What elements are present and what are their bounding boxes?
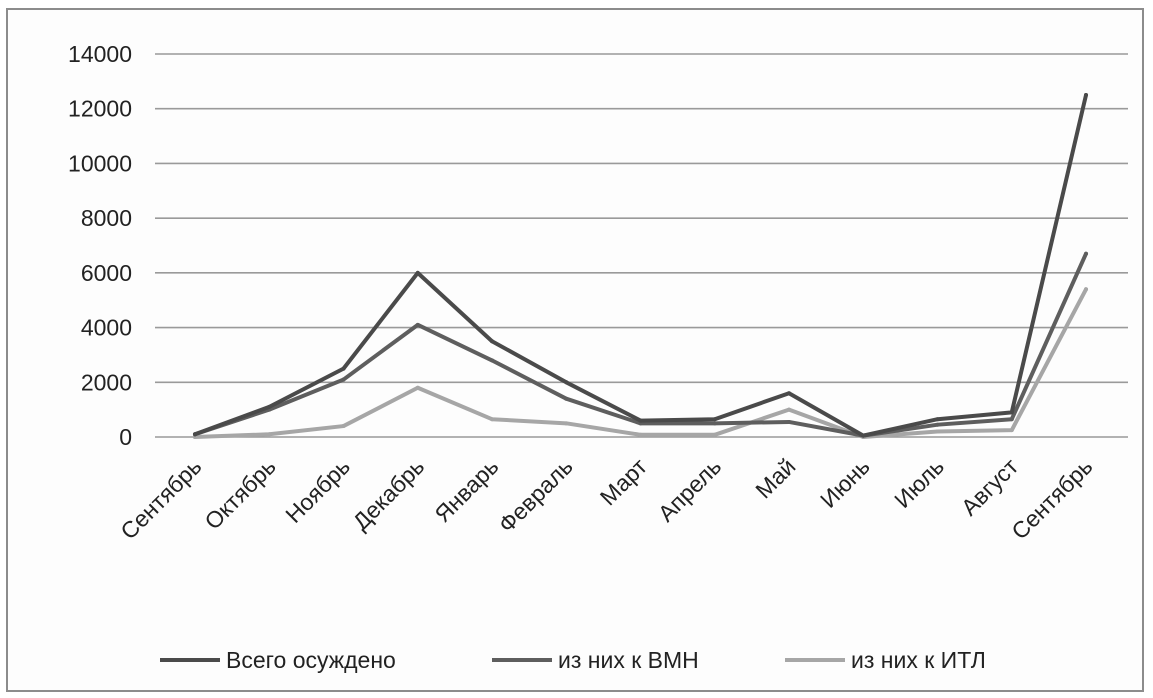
- data-point: [564, 396, 569, 401]
- series-line-1: [193, 251, 1088, 438]
- legend-label: из них к ВМН: [558, 647, 699, 673]
- y-axis-ticks: 0 2000 4000 6000 8000 10000 12000 14000: [68, 41, 132, 450]
- data-point: [1009, 410, 1014, 415]
- data-point: [1009, 417, 1014, 422]
- data-point: [415, 385, 420, 390]
- data-point: [638, 432, 643, 437]
- series-line-2: [193, 287, 1088, 439]
- data-point: [490, 417, 494, 422]
- y-tick-label: 10000: [68, 150, 132, 176]
- data-point: [1009, 428, 1014, 433]
- data-point: [415, 270, 420, 275]
- legend-label: из них к ИТЛ: [851, 647, 986, 673]
- y-tick-label: 8000: [81, 205, 132, 231]
- data-point: [1084, 251, 1088, 256]
- x-tick-label: Сентябрь: [115, 453, 206, 544]
- y-tick-label: 14000: [68, 41, 132, 67]
- data-point: [267, 432, 272, 437]
- data-point: [1084, 287, 1088, 292]
- data-point: [341, 366, 346, 371]
- data-point: [638, 418, 643, 423]
- y-tick-label: 0: [119, 424, 132, 450]
- data-point: [861, 433, 866, 438]
- legend: Всего осуждено из них к ВМН из них к ИТЛ: [160, 647, 986, 673]
- data-point: [490, 358, 494, 363]
- x-tick-label: Декабрь: [347, 453, 429, 535]
- x-tick-label: Сентябрь: [1006, 453, 1097, 544]
- data-point: [564, 421, 569, 426]
- x-tick-label: Февраль: [493, 453, 577, 537]
- x-tick-label: Июнь: [815, 453, 875, 513]
- x-tick-label: Октябрь: [199, 453, 280, 534]
- y-tick-label: 4000: [81, 315, 132, 341]
- x-tick-label: Август: [956, 453, 1024, 521]
- x-tick-label: Ноябрь: [280, 453, 355, 528]
- data-point: [341, 424, 346, 429]
- series-layer: [193, 93, 1088, 439]
- y-tick-label: 6000: [81, 260, 132, 286]
- data-point: [787, 419, 791, 424]
- data-point: [490, 339, 494, 344]
- data-point: [935, 429, 940, 434]
- data-point: [1084, 93, 1088, 98]
- data-point: [564, 380, 569, 385]
- y-tick-label: 12000: [68, 96, 132, 122]
- data-point: [712, 417, 717, 422]
- data-point: [712, 421, 717, 426]
- data-point: [935, 417, 940, 422]
- data-point: [787, 407, 791, 412]
- x-tick-label: Январь: [429, 453, 503, 527]
- legend-label: Всего осуждено: [226, 647, 396, 673]
- data-point: [341, 377, 346, 382]
- x-tick-label: Июль: [889, 453, 949, 513]
- y-tick-label: 2000: [81, 369, 132, 395]
- data-point: [415, 322, 420, 327]
- x-tick-label: Май: [750, 453, 800, 503]
- data-point: [935, 422, 940, 427]
- x-tick-label: Апрель: [653, 453, 727, 527]
- data-point: [267, 404, 272, 409]
- data-point: [712, 432, 717, 437]
- data-point: [193, 432, 197, 437]
- chart-frame: [6, 8, 1144, 692]
- grid-layer: [155, 53, 1128, 438]
- data-point: [787, 391, 791, 396]
- x-tick-label: Март: [595, 453, 653, 511]
